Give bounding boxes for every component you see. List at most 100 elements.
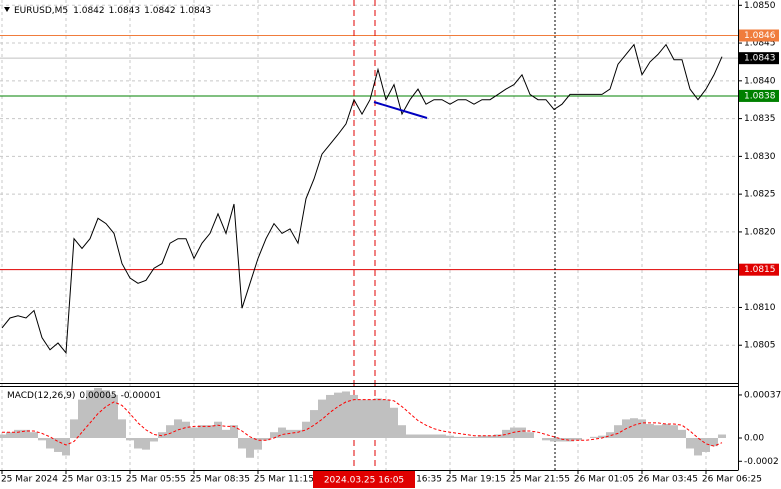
macd-bar	[438, 434, 446, 439]
macd-bar	[0, 434, 6, 439]
macd-bar	[694, 438, 702, 456]
macd-bar	[262, 438, 270, 441]
macd-bar	[718, 434, 726, 439]
price-tag-label: 1.0815	[744, 265, 776, 275]
macd-bar	[526, 432, 534, 439]
macd-bar	[110, 394, 118, 439]
price-tag	[739, 52, 779, 65]
macd-bar	[334, 392, 342, 439]
macd-bar	[230, 425, 238, 439]
macd-bar	[374, 398, 382, 439]
macd-bar	[182, 421, 190, 439]
low: 1.0842	[144, 6, 176, 16]
macd-bar	[646, 424, 654, 439]
y-tick-label: 1.0805	[744, 341, 776, 351]
indicator-header: MACD(12,26,9) 0.00005 -0.00001	[7, 391, 161, 401]
price-tag	[739, 29, 779, 42]
x-tick-label: 25 Mar 19:15	[446, 475, 506, 485]
y-tick-label: 1.0835	[744, 114, 776, 124]
macd-bar	[206, 425, 214, 439]
y-tick-label: -0.0002	[744, 457, 779, 467]
menu-icon	[4, 7, 10, 12]
signal-reading: -0.00001	[121, 391, 161, 401]
macd-bar	[414, 434, 422, 439]
macd-bar	[6, 432, 14, 439]
macd-bar	[446, 435, 454, 439]
macd-bar	[654, 425, 662, 439]
x-tick-label: 26 Mar 06:25	[702, 475, 762, 485]
macd-bar	[294, 429, 302, 439]
price-line	[1, 43, 723, 355]
macd-bar	[510, 427, 518, 439]
time-label: 2024.03.25 16:05	[324, 476, 404, 486]
macd-bar	[326, 394, 334, 439]
price-tag	[739, 263, 779, 276]
macd-bar	[558, 438, 566, 442]
high: 1.0843	[109, 6, 141, 16]
chart-header: EURUSD,M5 1.0842 1.0843 1.0842 1.0843	[14, 6, 211, 16]
macd-bar	[358, 399, 366, 439]
x-tick-label: 25 Mar 2024	[1, 475, 58, 485]
macd-bar	[662, 424, 670, 439]
macd-bar	[614, 425, 622, 439]
y-tick-label: 0.00037	[744, 390, 781, 400]
macd-bar	[678, 429, 686, 439]
x-tick-label: 16:35	[416, 475, 442, 485]
x-tick-label: 26 Mar 03:45	[638, 475, 698, 485]
macd-bar	[22, 429, 30, 439]
macd-bar	[198, 425, 206, 439]
macd-bar	[302, 421, 310, 439]
macd-reading: 0.00005	[79, 391, 116, 401]
x-tick-label: 26 Mar 01:05	[574, 475, 634, 485]
macd-bar	[238, 438, 246, 449]
macd-bar	[710, 438, 718, 447]
signal-line	[2, 399, 723, 447]
x-tick-label: 25 Mar 05:55	[126, 475, 186, 485]
macd-bar	[606, 432, 614, 439]
macd-bar	[142, 438, 150, 450]
y-tick-label: 1.0850	[744, 1, 776, 11]
macd-bar	[590, 436, 598, 439]
macd-bar	[94, 387, 102, 439]
plot	[0, 0, 738, 470]
macd-bar	[406, 434, 414, 439]
macd-bar	[470, 436, 478, 439]
macd-bar	[702, 438, 710, 452]
macd-bar	[14, 429, 22, 439]
macd-bar	[486, 435, 494, 439]
macd-bar	[102, 390, 110, 439]
macd-bar	[518, 427, 526, 439]
grid	[0, 0, 738, 470]
x-tick-label: 25 Mar 03:15	[62, 475, 122, 485]
macd-bar	[166, 425, 174, 439]
price-tag-label: 1.0843	[744, 54, 776, 64]
price-tag-label: 1.0838	[744, 91, 776, 101]
macd-bar	[430, 434, 438, 439]
macd-bar	[350, 394, 358, 439]
macd-bar	[502, 429, 510, 439]
macd-bar	[286, 429, 294, 439]
macd-bar	[670, 425, 678, 439]
macd-bar	[574, 438, 582, 441]
macd-bar	[222, 429, 230, 439]
macd-bar	[174, 419, 182, 439]
macd-bar	[550, 438, 558, 442]
x-tick-label: 25 Mar 11:15	[254, 475, 314, 485]
indicator-title: MACD(12,26,9)	[7, 391, 75, 401]
open: 1.0842	[73, 6, 105, 16]
macd-bar	[134, 438, 142, 449]
macd-bar	[214, 421, 222, 439]
macd-bar	[38, 438, 46, 441]
macd-bar	[318, 399, 326, 439]
macd-bar	[78, 399, 86, 439]
macd-bar	[70, 419, 78, 439]
macd-bar	[62, 438, 70, 456]
symbol: EURUSD,M5	[14, 6, 68, 16]
price-tag	[739, 89, 779, 102]
macd-bar	[310, 410, 318, 439]
y-tick-label: 1.0820	[744, 227, 776, 237]
y-tick-label: 1.0845	[744, 39, 776, 49]
time-label-box	[313, 471, 415, 488]
y-tick-label: 1.0840	[744, 76, 776, 86]
